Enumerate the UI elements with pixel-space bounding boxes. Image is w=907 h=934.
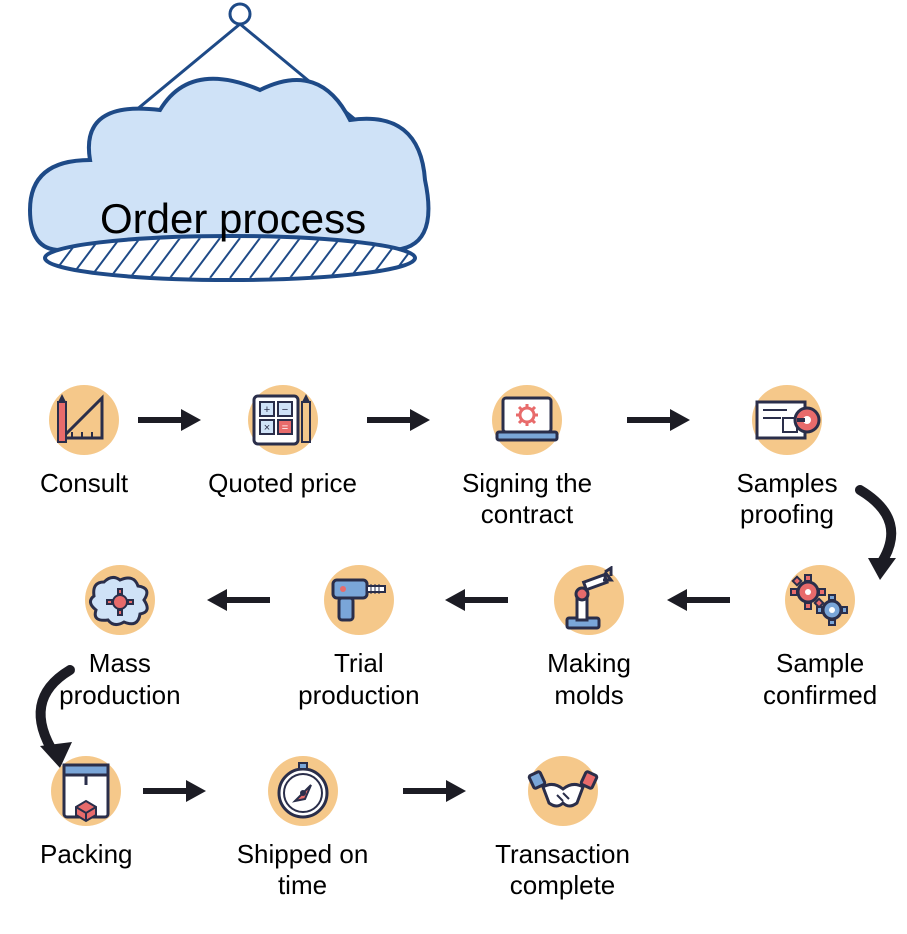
svg-text:×: ×	[263, 422, 269, 434]
robot-arm-icon	[549, 560, 629, 640]
gears-icon	[780, 560, 860, 640]
flow-row-2: Mass production Trial production	[40, 560, 900, 710]
handshake-icon	[523, 751, 603, 831]
drill-icon	[319, 560, 399, 640]
curve-arrow-icon	[10, 660, 90, 760]
arrow-left-icon	[438, 560, 518, 640]
step-shipped: Shipped on time	[213, 751, 393, 901]
diagram-title: Order process	[100, 195, 366, 243]
flow-row-1: Consult + − × = Quoted price	[40, 380, 900, 530]
step-label: Signing the contract	[437, 468, 617, 530]
arrow-right-icon	[128, 380, 208, 460]
svg-text:=: =	[281, 422, 287, 434]
step-label: Transaction complete	[473, 839, 653, 901]
flow-row-3: Packing Shipped on time	[40, 751, 900, 901]
step-label: Making molds	[518, 648, 660, 710]
step-label: Trial production	[280, 648, 438, 710]
arrow-left-icon	[200, 560, 280, 640]
step-consult: Consult	[40, 380, 128, 499]
laptop-gear-icon	[487, 380, 567, 460]
calculator-icon: + − × =	[243, 380, 323, 460]
step-label: Packing	[40, 839, 133, 870]
step-label: Quoted price	[208, 468, 357, 499]
compass-icon	[263, 751, 343, 831]
arrow-right-icon	[133, 751, 213, 831]
arrow-right-icon	[617, 380, 697, 460]
svg-text:+: +	[263, 404, 269, 416]
step-trial: Trial production	[280, 560, 438, 710]
step-molds: Making molds	[518, 560, 660, 710]
svg-text:−: −	[281, 404, 287, 416]
step-packing: Packing	[40, 751, 133, 870]
flow-diagram: Consult + − × = Quoted price	[40, 380, 900, 931]
step-quoted: + − × = Quoted price	[208, 380, 357, 499]
printer-box-icon	[46, 751, 126, 831]
step-complete: Transaction complete	[473, 751, 653, 901]
brain-gear-icon	[80, 560, 160, 640]
arrow-left-icon	[660, 560, 740, 640]
ruler-pencil-icon	[44, 380, 124, 460]
blueprint-icon	[747, 380, 827, 460]
step-label: Sample confirmed	[740, 648, 900, 710]
title-cloud: Order process	[20, 0, 440, 320]
step-signing: Signing the contract	[437, 380, 617, 530]
arrow-right-icon	[357, 380, 437, 460]
step-label: Consult	[40, 468, 128, 499]
step-label: Shipped on time	[213, 839, 393, 901]
arrow-right-icon	[393, 751, 473, 831]
